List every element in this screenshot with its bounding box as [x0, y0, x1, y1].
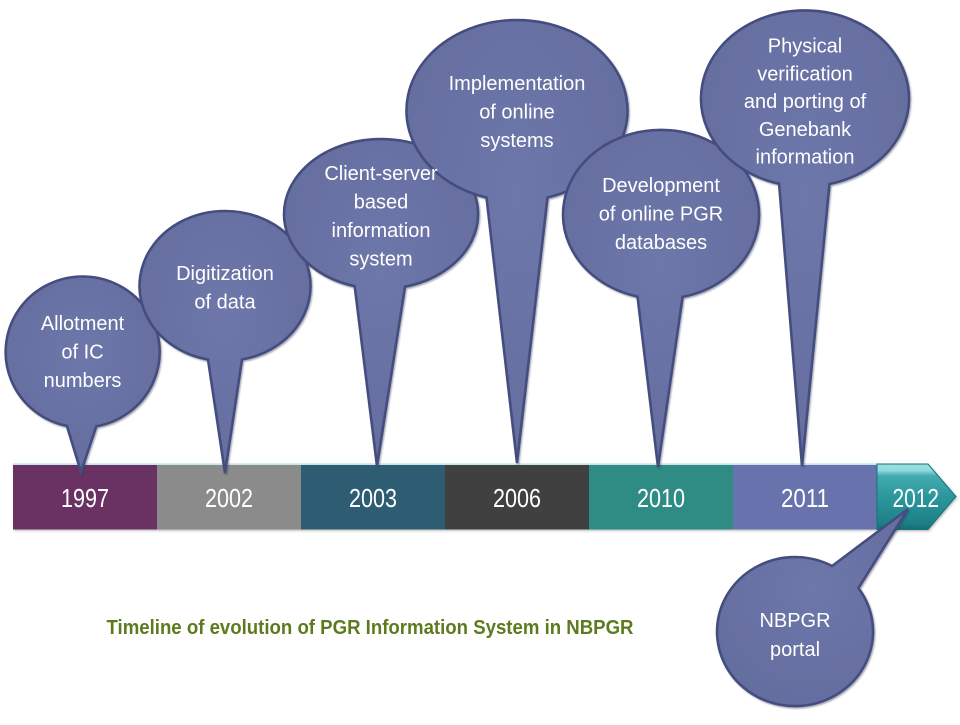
svg-text:systems: systems — [480, 130, 553, 152]
svg-text:numbers: numbers — [44, 370, 122, 392]
svg-text:verification: verification — [757, 63, 853, 85]
svg-text:2010: 2010 — [637, 483, 685, 513]
svg-text:databases: databases — [615, 232, 707, 254]
svg-text:2006: 2006 — [493, 483, 541, 513]
svg-text:1997: 1997 — [61, 483, 109, 513]
svg-text:2003: 2003 — [349, 483, 397, 513]
svg-text:2012: 2012 — [893, 483, 940, 513]
svg-text:Implementation: Implementation — [449, 73, 586, 95]
svg-text:Physical: Physical — [768, 36, 842, 58]
svg-text:based: based — [354, 192, 409, 214]
svg-text:of data: of data — [194, 292, 256, 314]
svg-text:Digitization: Digitization — [176, 263, 274, 285]
svg-text:Genebank: Genebank — [759, 119, 852, 141]
svg-text:system: system — [349, 249, 412, 271]
svg-text:Development: Development — [602, 175, 720, 197]
svg-text:and porting of: and porting of — [744, 91, 867, 113]
svg-text:portal: portal — [770, 639, 820, 661]
svg-text:of online: of online — [479, 102, 555, 124]
svg-text:Allotment: Allotment — [41, 313, 125, 335]
svg-text:2002: 2002 — [205, 483, 253, 513]
svg-text:NBPGR: NBPGR — [759, 610, 830, 632]
svg-text:information: information — [332, 220, 431, 242]
svg-text:information: information — [756, 147, 855, 169]
svg-text:of IC: of IC — [61, 342, 103, 364]
svg-text:of online PGR: of online PGR — [599, 204, 724, 226]
svg-text:Timeline of evolution of PGR I: Timeline of evolution of PGR Information… — [107, 617, 635, 639]
svg-text:Client-server: Client-server — [324, 163, 438, 185]
svg-text:2011: 2011 — [781, 483, 829, 513]
